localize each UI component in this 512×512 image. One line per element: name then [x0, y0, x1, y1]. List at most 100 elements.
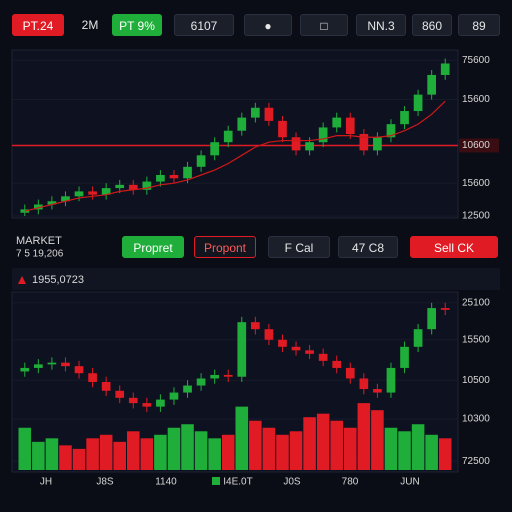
tab[interactable]: PT 9% — [112, 14, 162, 36]
volume-bar — [344, 427, 357, 470]
volume-bar — [384, 427, 398, 470]
action-button[interactable]: 47 C8 — [338, 236, 398, 258]
candle-body — [47, 201, 57, 205]
candle-body — [318, 127, 328, 143]
candle-body — [278, 339, 287, 347]
candle-body — [440, 308, 450, 310]
tick-highlight — [459, 138, 499, 153]
x-tick-label: JUN — [400, 477, 419, 488]
candle-body — [74, 191, 84, 197]
tab[interactable]: NN.3 — [356, 14, 406, 36]
candle-body — [359, 134, 369, 151]
candle-body — [34, 204, 43, 210]
candle-body — [196, 378, 206, 386]
market-subtitle: 7 5 19,206 — [16, 249, 64, 260]
volume-bar — [194, 431, 208, 470]
x-tick-label: J8S — [96, 477, 114, 488]
candle-body — [210, 142, 219, 156]
volume-bar — [249, 420, 262, 470]
candle-body — [264, 107, 274, 121]
y-tick-label: 72500 — [462, 456, 490, 467]
volume-bar — [45, 438, 59, 470]
candle-body — [210, 374, 219, 379]
candle-body — [291, 137, 301, 151]
candle-body — [128, 184, 138, 190]
candle-body — [440, 63, 450, 75]
volume-bar — [398, 431, 411, 470]
volume-bar — [181, 424, 194, 470]
candle-body — [400, 111, 409, 125]
tab[interactable]: PT.24 — [12, 14, 64, 36]
candle-body — [156, 399, 165, 407]
candle-body — [88, 373, 97, 382]
y-tick-label: 25100 — [462, 297, 490, 308]
candle-body — [413, 94, 423, 112]
y-tick-label: 10600 — [462, 140, 490, 151]
action-button[interactable]: Propret — [122, 236, 184, 258]
candle-body — [291, 346, 301, 351]
y-tick-label: 10300 — [462, 414, 490, 425]
x-tick-label: 780 — [342, 477, 359, 488]
candle-body — [223, 374, 233, 377]
candle-body — [427, 308, 436, 330]
volume-bar — [276, 434, 289, 470]
volume-bar — [208, 438, 221, 470]
candle-body — [183, 385, 192, 393]
volume-bar — [235, 406, 249, 470]
price-strip — [12, 268, 500, 290]
candle-body — [61, 362, 70, 367]
candle-body — [345, 117, 355, 134]
candle-body — [169, 392, 179, 400]
volume-bar — [140, 438, 154, 470]
candle-body — [142, 403, 152, 407]
x-tick-label: 1140 — [155, 477, 177, 488]
candle-body — [413, 329, 423, 347]
candle-body — [34, 364, 43, 368]
candle-body — [101, 382, 111, 391]
volume-bar — [438, 438, 452, 470]
candle-body — [305, 142, 314, 151]
candle-body — [373, 389, 382, 393]
volume-bar — [86, 438, 99, 470]
icon-button[interactable]: ● — [244, 14, 292, 36]
x-tick-label: J0S — [283, 477, 301, 488]
action-button[interactable]: Propont — [194, 236, 256, 258]
action-button[interactable]: F Cal — [268, 236, 330, 258]
volume-bar — [32, 441, 45, 470]
candle-body — [318, 353, 328, 361]
candle-body — [400, 346, 409, 368]
candle-body — [264, 329, 274, 340]
volume-bar — [303, 417, 316, 470]
volume-bar — [357, 403, 371, 470]
candle-body — [278, 120, 287, 138]
candle-body — [74, 366, 84, 374]
candle-body — [427, 74, 436, 95]
candle-body — [251, 322, 260, 330]
candle-body — [237, 117, 247, 131]
tab[interactable]: 2M — [81, 18, 99, 32]
sell-button[interactable]: Sell CK — [410, 236, 498, 258]
candle-body — [359, 378, 369, 390]
candle-body — [128, 397, 138, 404]
icon-button[interactable]: □ — [300, 14, 348, 36]
tab[interactable]: 6107 — [174, 14, 234, 36]
volume-bar — [154, 434, 167, 470]
y-tick-label: 75600 — [462, 55, 490, 66]
x-tick-label: I4E.0T — [223, 477, 252, 488]
candle-body — [196, 155, 206, 167]
y-tick-label: 15500 — [462, 334, 490, 345]
volume-bar — [167, 427, 181, 470]
top-panel — [11, 49, 459, 219]
tab[interactable]: 860 — [412, 14, 452, 36]
y-tick-label: 12500 — [462, 211, 490, 222]
market-title: MARKET — [16, 235, 62, 247]
candle-body — [88, 191, 97, 195]
x-tick-label: JH — [40, 477, 52, 488]
candle-body — [386, 124, 396, 138]
candle-body — [223, 130, 233, 143]
y-tick-label: 15600 — [462, 178, 490, 189]
candle-body — [237, 322, 247, 377]
tab[interactable]: 89 — [458, 14, 500, 36]
candle-body — [20, 367, 30, 372]
